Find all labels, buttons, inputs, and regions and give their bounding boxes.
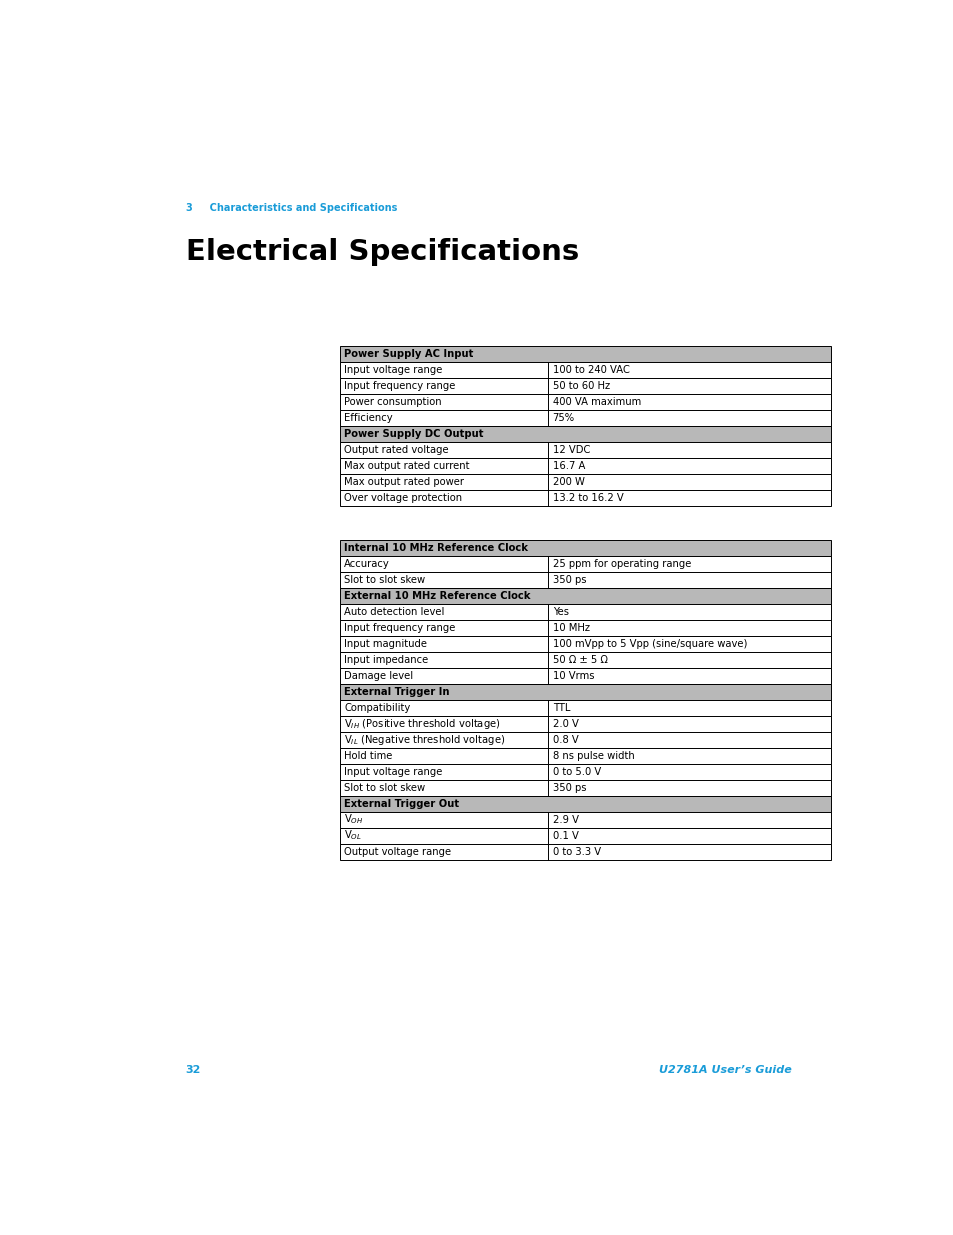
Bar (339, 811, 830, 827)
Text: Slot to slot skew: Slot to slot skew (344, 783, 425, 793)
Text: Damage level: Damage level (344, 671, 413, 680)
Text: Power Supply AC Input: Power Supply AC Input (344, 350, 473, 359)
Text: External Trigger Out: External Trigger Out (344, 799, 458, 809)
Text: Input impedance: Input impedance (344, 655, 428, 664)
Text: 0.8 V: 0.8 V (552, 735, 578, 745)
Bar (339, 556, 830, 572)
Text: Internal 10 MHz Reference Clock: Internal 10 MHz Reference Clock (344, 543, 527, 553)
Text: Input voltage range: Input voltage range (344, 366, 442, 375)
Text: Input frequency range: Input frequency range (344, 380, 455, 391)
Bar (339, 684, 830, 700)
Text: Max output rated power: Max output rated power (344, 477, 463, 487)
Bar (339, 346, 830, 362)
Bar (339, 362, 830, 378)
Bar (339, 779, 830, 795)
Bar (339, 490, 830, 506)
Text: 100 to 240 VAC: 100 to 240 VAC (552, 366, 629, 375)
Text: Over voltage protection: Over voltage protection (344, 493, 461, 503)
Bar (339, 410, 830, 426)
Text: 2.9 V: 2.9 V (552, 815, 578, 825)
Text: Slot to slot skew: Slot to slot skew (344, 576, 425, 585)
Text: Power Supply DC Output: Power Supply DC Output (344, 429, 483, 438)
Bar (339, 572, 830, 588)
Bar (339, 827, 830, 844)
Text: V$_{OL}$: V$_{OL}$ (344, 829, 361, 842)
Bar (339, 763, 830, 779)
Bar (339, 426, 830, 442)
Text: 2.0 V: 2.0 V (552, 719, 578, 729)
Text: 13.2 to 16.2 V: 13.2 to 16.2 V (552, 493, 622, 503)
Bar (339, 716, 830, 731)
Text: V$_{IL}$ (Negative threshold voltage): V$_{IL}$ (Negative threshold voltage) (344, 732, 505, 747)
Bar (339, 540, 830, 556)
Text: U2781A User’s Guide: U2781A User’s Guide (659, 1066, 791, 1076)
Text: Yes: Yes (552, 606, 568, 618)
Bar (339, 652, 830, 668)
Text: External Trigger In: External Trigger In (344, 687, 449, 697)
Bar (339, 378, 830, 394)
Text: 16.7 A: 16.7 A (552, 461, 584, 471)
Text: Auto detection level: Auto detection level (344, 606, 444, 618)
Text: Output rated voltage: Output rated voltage (344, 445, 448, 454)
Bar (339, 394, 830, 410)
Text: 10 Vrms: 10 Vrms (552, 671, 594, 680)
Text: Compatibility: Compatibility (344, 703, 410, 713)
Text: 3     Characteristics and Specifications: 3 Characteristics and Specifications (186, 204, 396, 214)
Bar (339, 795, 830, 811)
Bar (339, 474, 830, 490)
Text: 10 MHz: 10 MHz (552, 622, 589, 632)
Bar (339, 604, 830, 620)
Text: Input voltage range: Input voltage range (344, 767, 442, 777)
Text: V$_{OH}$: V$_{OH}$ (344, 813, 363, 826)
Text: 100 mVpp to 5 Vpp (sine/square wave): 100 mVpp to 5 Vpp (sine/square wave) (552, 638, 746, 648)
Bar (339, 620, 830, 636)
Text: Electrical Specifications: Electrical Specifications (186, 237, 578, 266)
Text: Power consumption: Power consumption (344, 396, 441, 406)
Text: Efficiency: Efficiency (344, 412, 393, 422)
Text: 32: 32 (186, 1066, 201, 1076)
Text: 400 VA maximum: 400 VA maximum (552, 396, 640, 406)
Bar (339, 458, 830, 474)
Text: V$_{IH}$ (Positive threshold voltage): V$_{IH}$ (Positive threshold voltage) (344, 716, 500, 731)
Text: 350 ps: 350 ps (552, 576, 585, 585)
Text: Max output rated current: Max output rated current (344, 461, 469, 471)
Text: TTL: TTL (552, 703, 570, 713)
Bar (339, 668, 830, 684)
Text: Input frequency range: Input frequency range (344, 622, 455, 632)
Text: 75%: 75% (552, 412, 574, 422)
Text: External 10 MHz Reference Clock: External 10 MHz Reference Clock (344, 590, 530, 601)
Text: 50 to 60 Hz: 50 to 60 Hz (552, 380, 609, 391)
Text: 200 W: 200 W (552, 477, 584, 487)
Bar (339, 588, 830, 604)
Text: 350 ps: 350 ps (552, 783, 585, 793)
Bar (339, 844, 830, 860)
Text: 50 Ω ± 5 Ω: 50 Ω ± 5 Ω (552, 655, 607, 664)
Text: 0 to 3.3 V: 0 to 3.3 V (552, 846, 600, 857)
Text: 0.1 V: 0.1 V (552, 831, 578, 841)
Text: Accuracy: Accuracy (344, 559, 390, 569)
Bar (339, 442, 830, 458)
Bar (339, 700, 830, 716)
Bar (339, 747, 830, 763)
Text: 8 ns pulse width: 8 ns pulse width (552, 751, 634, 761)
Text: 12 VDC: 12 VDC (552, 445, 589, 454)
Bar (339, 636, 830, 652)
Text: 0 to 5.0 V: 0 to 5.0 V (552, 767, 600, 777)
Text: Input magnitude: Input magnitude (344, 638, 427, 648)
Bar (339, 731, 830, 747)
Text: Hold time: Hold time (344, 751, 392, 761)
Text: Output voltage range: Output voltage range (344, 846, 451, 857)
Text: 25 ppm for operating range: 25 ppm for operating range (552, 559, 690, 569)
